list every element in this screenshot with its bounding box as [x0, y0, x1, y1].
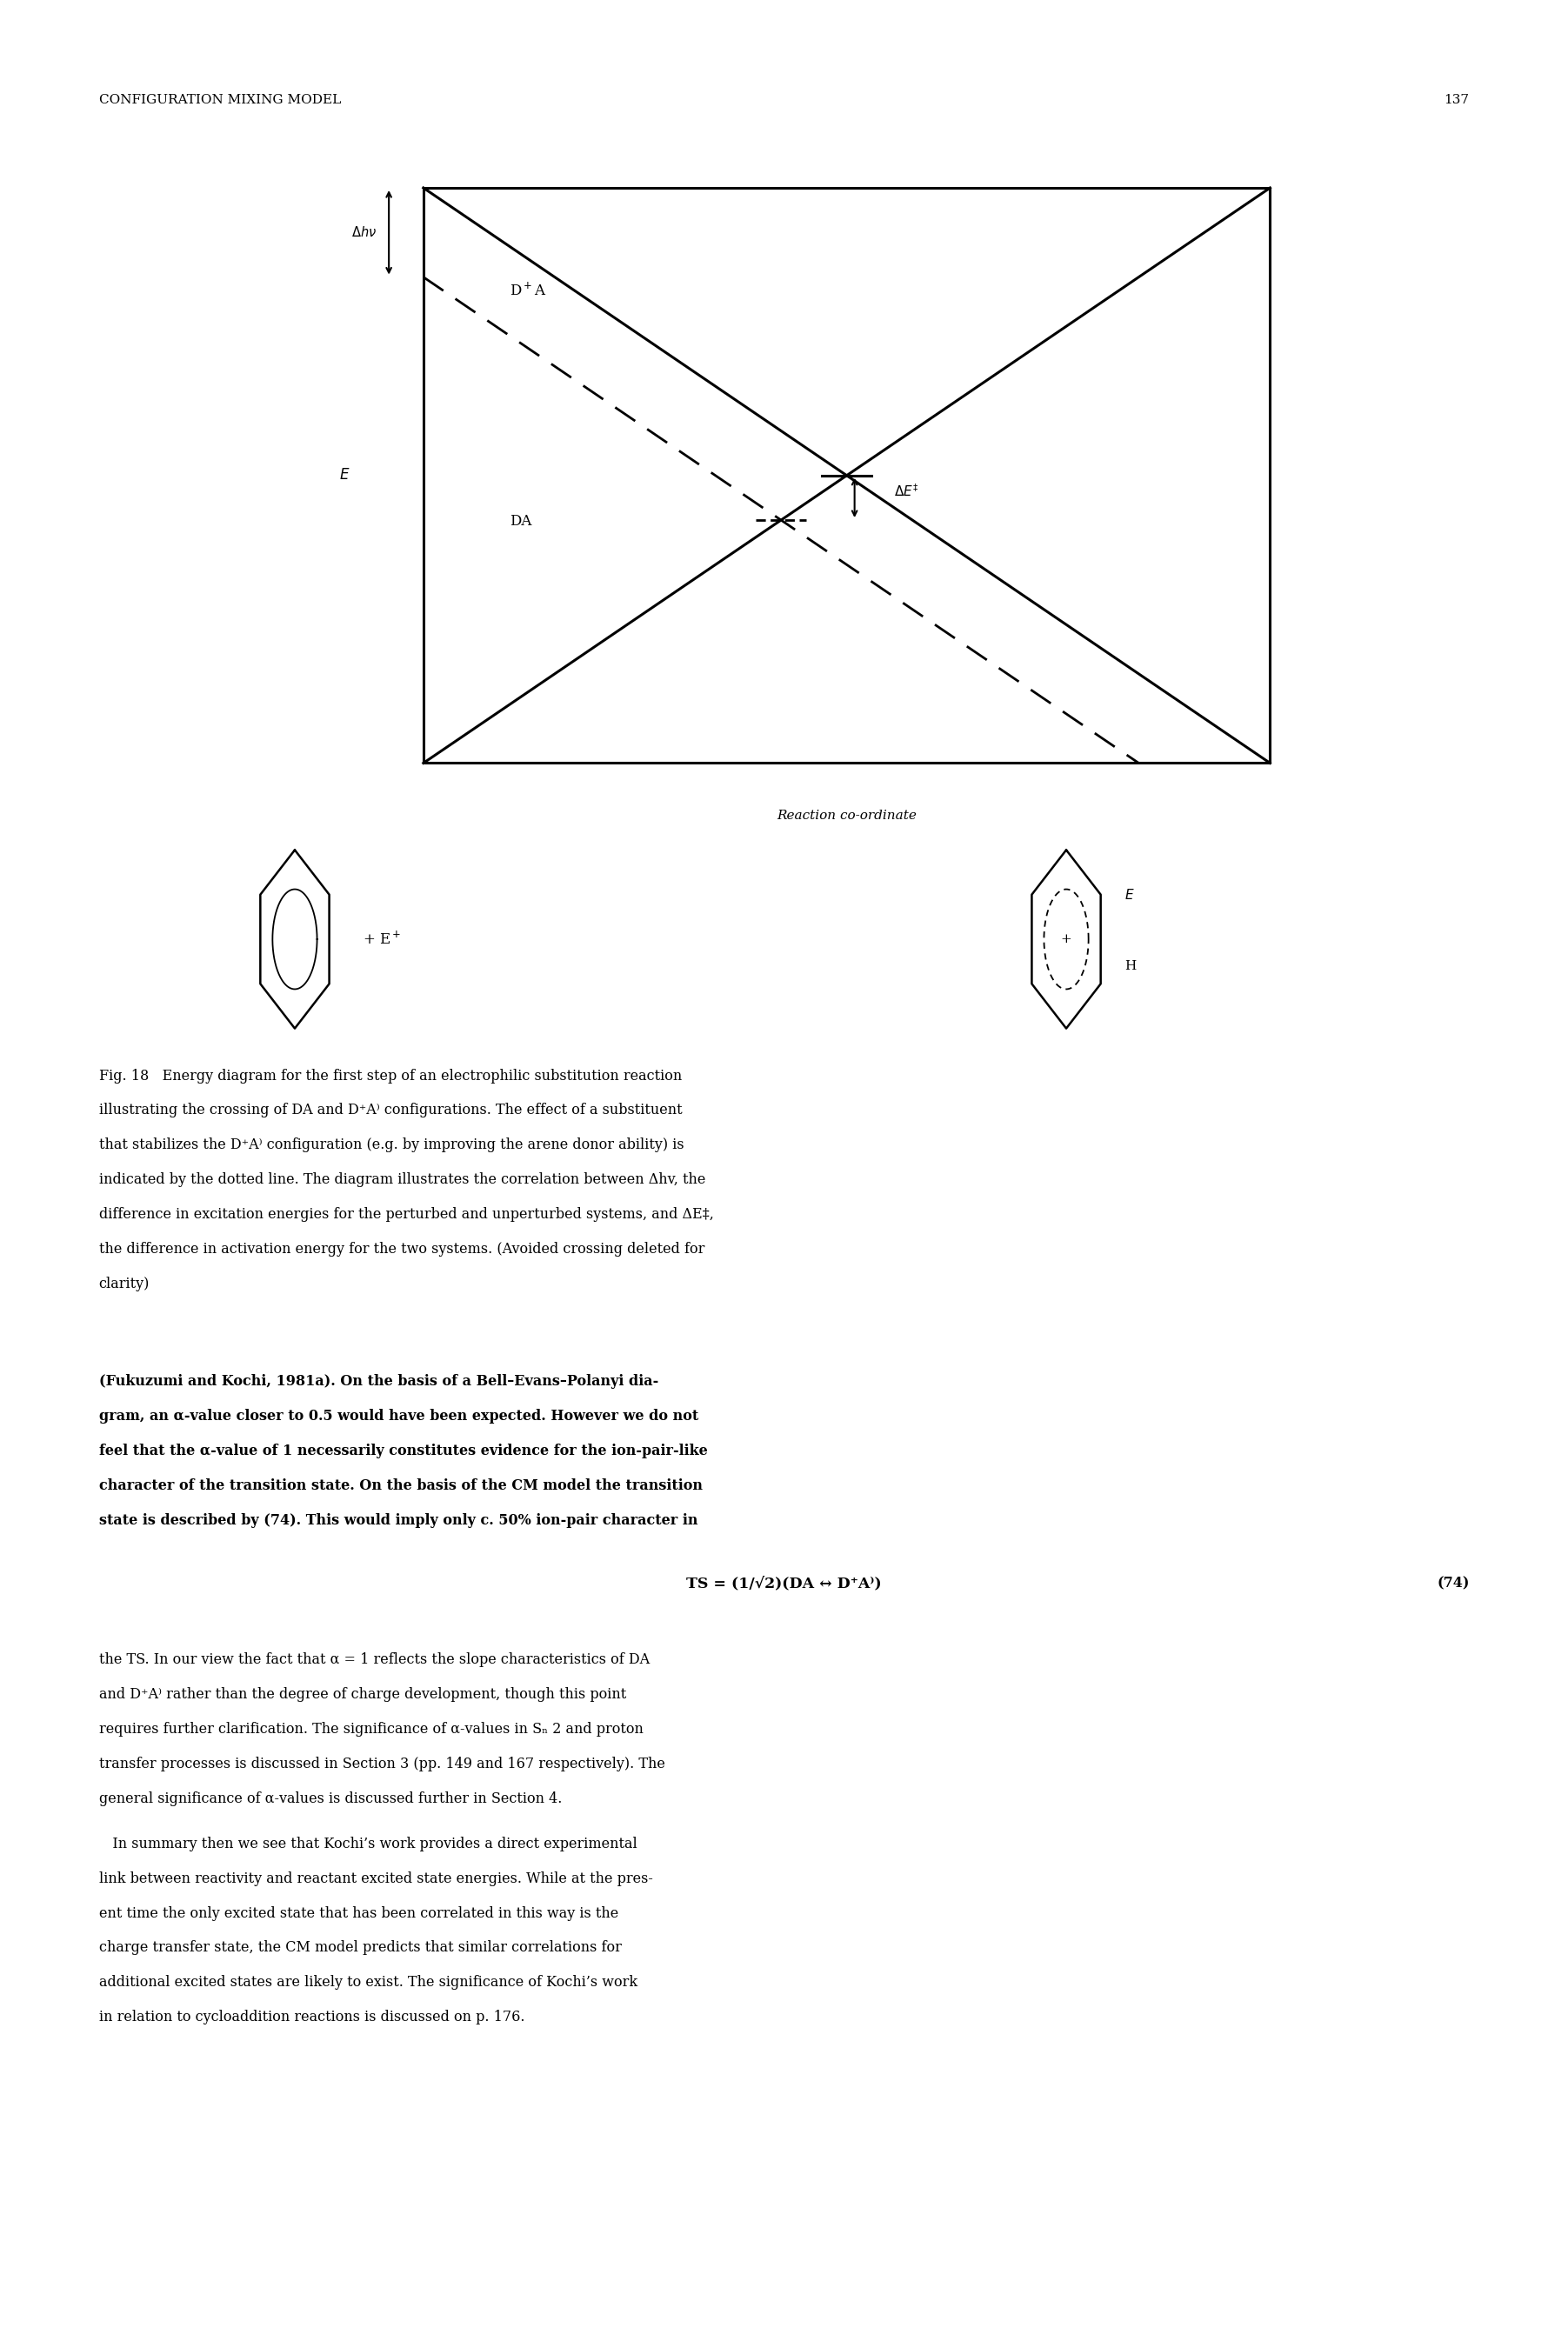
- Text: +: +: [1060, 932, 1073, 946]
- Text: In summary then we see that Kochi’s work provides a direct experimental: In summary then we see that Kochi’s work…: [99, 1836, 637, 1850]
- Text: $E$: $E$: [1124, 888, 1135, 902]
- Text: 137: 137: [1444, 94, 1469, 106]
- Text: Reaction co-ordinate: Reaction co-ordinate: [776, 810, 917, 822]
- Text: $E$: $E$: [340, 467, 350, 484]
- Text: + E$^+$: + E$^+$: [362, 930, 401, 949]
- Text: and D⁺A⁾ rather than the degree of charge development, though this point: and D⁺A⁾ rather than the degree of charg…: [99, 1686, 626, 1702]
- Text: in relation to cycloaddition reactions is discussed on p. 176.: in relation to cycloaddition reactions i…: [99, 2010, 524, 2024]
- Text: the TS. In our view the fact that α = 1 reflects the slope characteristics of DA: the TS. In our view the fact that α = 1 …: [99, 1653, 649, 1667]
- Text: state is described by (74). This would imply only c. 50% ion-pair character in: state is described by (74). This would i…: [99, 1512, 698, 1529]
- Text: gram, an α-value closer to 0.5 would have been expected. However we do not: gram, an α-value closer to 0.5 would hav…: [99, 1409, 698, 1423]
- Text: $\Delta E^{\ddagger}$: $\Delta E^{\ddagger}$: [894, 484, 919, 498]
- Text: link between reactivity and reactant excited state energies. While at the pres-: link between reactivity and reactant exc…: [99, 1871, 652, 1885]
- Text: D$^+$A: D$^+$A: [510, 282, 547, 298]
- Text: feel that the α-value of 1 necessarily constitutes evidence for the ion-pair-lik: feel that the α-value of 1 necessarily c…: [99, 1444, 707, 1458]
- Text: CONFIGURATION MIXING MODEL: CONFIGURATION MIXING MODEL: [99, 94, 340, 106]
- Text: illustrating the crossing of DA and D⁺A⁾ configurations. The effect of a substit: illustrating the crossing of DA and D⁺A⁾…: [99, 1104, 682, 1118]
- Text: additional excited states are likely to exist. The significance of Kochi’s work: additional excited states are likely to …: [99, 1975, 637, 1991]
- Text: the difference in activation energy for the two systems. (Avoided crossing delet: the difference in activation energy for …: [99, 1242, 704, 1256]
- Text: clarity): clarity): [99, 1277, 149, 1291]
- Text: Fig. 18   Energy diagram for the first step of an electrophilic substitution rea: Fig. 18 Energy diagram for the first ste…: [99, 1068, 682, 1082]
- Text: charge transfer state, the CM model predicts that similar correlations for: charge transfer state, the CM model pred…: [99, 1939, 621, 1956]
- Text: $\Delta h\nu$: $\Delta h\nu$: [351, 225, 376, 239]
- Text: requires further clarification. The significance of α-values in Sₙ 2 and proton: requires further clarification. The sign…: [99, 1721, 643, 1738]
- Text: ent time the only excited state that has been correlated in this way is the: ent time the only excited state that has…: [99, 1907, 618, 1921]
- Text: (Fukuzumi and Kochi, 1981a). On the basis of a Bell–Evans–Polanyi dia-: (Fukuzumi and Kochi, 1981a). On the basi…: [99, 1374, 659, 1390]
- Text: difference in excitation energies for the perturbed and unperturbed systems, and: difference in excitation energies for th…: [99, 1207, 713, 1221]
- Text: transfer processes is discussed in Section 3 (pp. 149 and 167 respectively). The: transfer processes is discussed in Secti…: [99, 1756, 665, 1770]
- Text: DA: DA: [510, 514, 532, 528]
- Text: (74): (74): [1436, 1576, 1469, 1590]
- Text: general significance of α-values is discussed further in Section 4.: general significance of α-values is disc…: [99, 1792, 561, 1806]
- Text: that stabilizes the D⁺A⁾ configuration (e.g. by improving the arene donor abilit: that stabilizes the D⁺A⁾ configuration (…: [99, 1139, 684, 1153]
- Text: TS = (1/√2)(DA ↔ D⁺A⁾): TS = (1/√2)(DA ↔ D⁺A⁾): [687, 1576, 881, 1590]
- Text: H: H: [1124, 960, 1137, 972]
- Text: character of the transition state. On the basis of the CM model the transition: character of the transition state. On th…: [99, 1479, 702, 1493]
- Text: indicated by the dotted line. The diagram illustrates the correlation between Δh: indicated by the dotted line. The diagra…: [99, 1172, 706, 1188]
